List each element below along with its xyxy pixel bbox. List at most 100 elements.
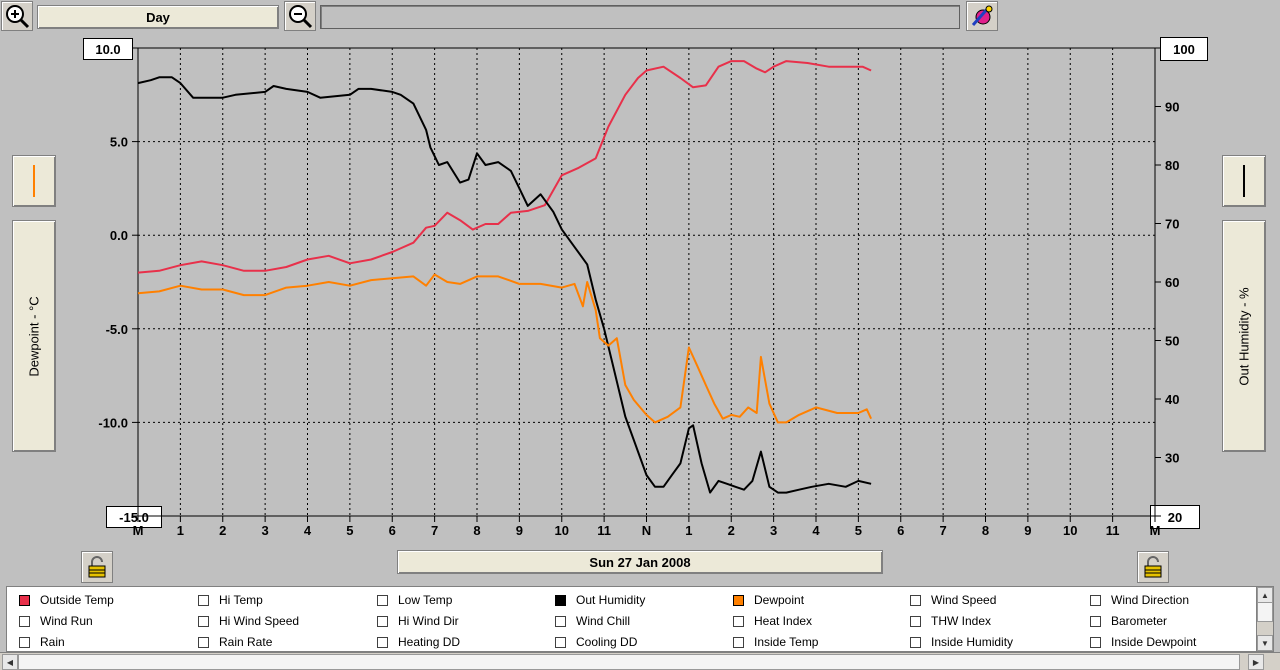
legend-label: Dewpoint	[754, 593, 805, 607]
zoom-out-icon	[289, 5, 313, 29]
series-line-dewpoint	[137, 273, 873, 424]
legend-checkbox[interactable]	[733, 636, 744, 648]
left-axis-max-value: 10.0	[95, 41, 121, 57]
legend-item-inside-temp[interactable]: Inside Temp	[733, 635, 818, 649]
legend-label: Inside Dewpoint	[1111, 635, 1197, 649]
legend-checkbox[interactable]	[733, 615, 744, 627]
legend-item-inside-humidity[interactable]: Inside Humidity	[910, 635, 1013, 649]
legend-checkbox[interactable]	[1090, 636, 1101, 648]
legend-checkbox[interactable]	[19, 594, 30, 606]
legend-checkbox[interactable]	[198, 615, 209, 627]
left-lock-button[interactable]	[81, 551, 113, 583]
legend-label: Low Temp	[398, 593, 453, 607]
legend-item-barometer[interactable]: Barometer	[1090, 614, 1167, 628]
legend-item-dewpoint[interactable]: Dewpoint	[733, 593, 804, 607]
legend-item-heat-index[interactable]: Heat Index	[733, 614, 812, 628]
horizontal-scrollbar[interactable]: ◀ ▶	[0, 652, 1280, 670]
legend-item-heating-dd[interactable]: Heating DD	[377, 635, 460, 649]
legend-label: Wind Speed	[931, 593, 997, 607]
zoom-out-button[interactable]	[284, 1, 316, 31]
x-tick-label: 9	[516, 523, 523, 538]
date-button[interactable]: Sun 27 Jan 2008	[397, 550, 883, 574]
scroll-down-arrow[interactable]: ▼	[1257, 635, 1273, 651]
legend-checkbox[interactable]	[555, 636, 566, 648]
color-palette-icon	[971, 5, 993, 26]
x-tick-label: 5	[855, 523, 862, 538]
right-y-tick-label: 60	[1165, 275, 1179, 290]
x-tick-label: 2	[219, 523, 226, 538]
legend-checkbox[interactable]	[377, 636, 388, 648]
legend-item-thw-index[interactable]: THW Index	[910, 614, 991, 628]
legend-checkbox[interactable]	[19, 615, 30, 627]
legend-checkbox[interactable]	[910, 594, 921, 606]
right-axis-max[interactable]: 100	[1160, 37, 1208, 61]
legend-label: Inside Temp	[754, 635, 819, 649]
x-tick-label: 1	[177, 523, 184, 538]
color-palette-button[interactable]	[966, 1, 998, 31]
legend-item-out-humidity[interactable]: Out Humidity	[555, 593, 645, 607]
legend-checkbox[interactable]	[198, 636, 209, 648]
x-tick-label: 10	[555, 523, 569, 538]
legend-checkbox[interactable]	[19, 636, 30, 648]
scroll-left-arrow[interactable]: ◀	[2, 654, 18, 670]
x-tick-label: 10	[1063, 523, 1077, 538]
legend-item-wind-run[interactable]: Wind Run	[19, 614, 93, 628]
timespan-label: Day	[146, 9, 170, 25]
legend-item-low-temp[interactable]: Low Temp	[377, 593, 452, 607]
legend-label: Barometer	[1111, 614, 1168, 628]
legend-item-wind-chill[interactable]: Wind Chill	[555, 614, 630, 628]
legend-checkbox[interactable]	[910, 615, 921, 627]
x-tick-label: 9	[1024, 523, 1031, 538]
legend-item-hi-temp[interactable]: Hi Temp	[198, 593, 263, 607]
legend-item-cooling-dd[interactable]: Cooling DD	[555, 635, 637, 649]
zoom-in-button[interactable]	[1, 1, 33, 31]
legend-label: Cooling DD	[576, 635, 638, 649]
legend-checkbox[interactable]	[555, 615, 566, 627]
legend-item-outside-temp[interactable]: Outside Temp	[19, 593, 114, 607]
right-y-tick-label: 30	[1165, 451, 1179, 466]
legend-checkbox[interactable]	[555, 594, 566, 606]
x-tick-label: 2	[728, 523, 735, 538]
left-axis-color-button[interactable]	[12, 155, 56, 207]
x-tick-label: 7	[431, 523, 438, 538]
date-label: Sun 27 Jan 2008	[589, 554, 691, 570]
zoom-in-icon	[6, 5, 30, 29]
legend-checkbox[interactable]	[377, 615, 388, 627]
left-axis-min[interactable]: -15.0	[106, 506, 162, 528]
legend-checkbox[interactable]	[377, 594, 388, 606]
scroll-right-arrow[interactable]: ▶	[1248, 654, 1264, 670]
horizontal-scroll-thumb[interactable]	[18, 654, 1240, 670]
x-tick-label: 11	[597, 523, 611, 538]
legend-checkbox[interactable]	[1090, 594, 1101, 606]
x-tick-label: 11	[1106, 523, 1120, 538]
legend-item-wind-direction[interactable]: Wind Direction	[1090, 593, 1189, 607]
scroll-up-arrow[interactable]: ▲	[1257, 587, 1273, 603]
x-tick-label: 7	[940, 523, 947, 538]
right-axis-min[interactable]: 20	[1150, 505, 1200, 529]
x-tick-label: M	[1150, 523, 1161, 538]
left-axis-max[interactable]: 10.0	[83, 38, 133, 60]
scroll-thumb[interactable]	[1257, 602, 1273, 622]
legend-label: Out Humidity	[576, 593, 646, 607]
legend-item-hi-wind-dir[interactable]: Hi Wind Dir	[377, 614, 459, 628]
legend-label: Wind Run	[40, 614, 93, 628]
right-y-tick-label: 50	[1165, 334, 1179, 349]
legend-checkbox[interactable]	[1090, 615, 1101, 627]
left-axis-selector[interactable]: Dewpoint - °C	[12, 220, 56, 452]
legend-label: Hi Temp	[219, 593, 263, 607]
timespan-selector[interactable]: Day	[37, 5, 279, 29]
legend-item-rain[interactable]: Rain	[19, 635, 65, 649]
legend-checkbox[interactable]	[733, 594, 744, 606]
x-tick-label: 3	[262, 523, 269, 538]
legend-checkbox[interactable]	[910, 636, 921, 648]
legend-vertical-scrollbar[interactable]: ▲ ▼	[1256, 586, 1274, 652]
legend-item-rain-rate[interactable]: Rain Rate	[198, 635, 272, 649]
right-axis-color-button[interactable]	[1222, 155, 1266, 207]
legend-item-inside-dewpoint[interactable]: Inside Dewpoint	[1090, 635, 1196, 649]
legend-label: Inside Humidity	[931, 635, 1014, 649]
right-lock-button[interactable]	[1137, 551, 1169, 583]
legend-item-wind-speed[interactable]: Wind Speed	[910, 593, 996, 607]
legend-item-hi-wind-speed[interactable]: Hi Wind Speed	[198, 614, 299, 628]
legend-checkbox[interactable]	[198, 594, 209, 606]
right-axis-selector[interactable]: Out Humidity - %	[1222, 220, 1266, 452]
